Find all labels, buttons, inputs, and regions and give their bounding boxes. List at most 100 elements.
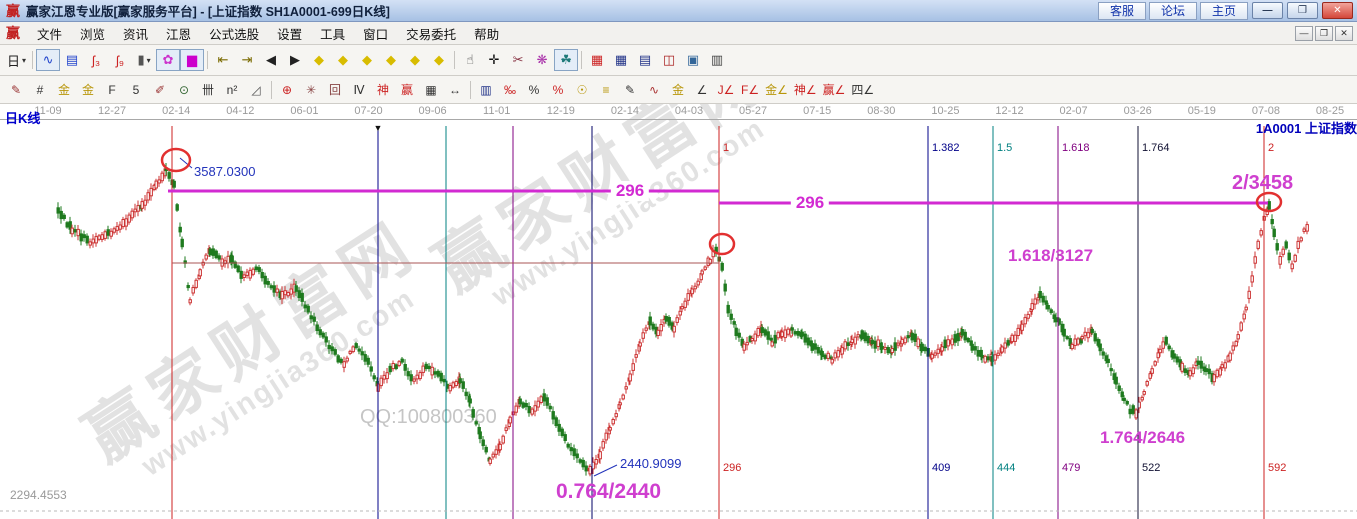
save-disk-icon[interactable]: ◫ xyxy=(662,52,676,67)
date-tick-label: 07-15 xyxy=(803,105,832,117)
j-angle-icon[interactable]: J∠ xyxy=(717,82,735,97)
percent-gold-icon[interactable]: % xyxy=(552,82,564,97)
gann-grid-icon[interactable]: # xyxy=(36,82,44,97)
menu-item-help[interactable]: 帮助 xyxy=(474,27,500,42)
percent-retrace-icon[interactable]: ‰ xyxy=(504,82,516,97)
date-tick-label: 05-27 xyxy=(739,105,768,117)
zigzag-wave-icon[interactable]: ∿ xyxy=(36,49,61,71)
profile-histogram-icon[interactable]: ▆ xyxy=(180,49,205,71)
go-last-icon[interactable]: ⇥ xyxy=(241,52,253,67)
spray-icon[interactable]: ✐ xyxy=(154,82,166,97)
go-first-icon[interactable]: ⇤ xyxy=(217,52,229,67)
five-spiral-icon[interactable]: 5 xyxy=(132,82,140,97)
home-button[interactable]: 主页 xyxy=(1199,1,1248,20)
cycle-compress-icon[interactable]: ◆ xyxy=(386,52,397,67)
wave-9-icon[interactable]: ʃ₉ xyxy=(116,52,125,68)
gold-angle-icon[interactable]: 金∠ xyxy=(765,83,788,97)
shen-tool-icon[interactable]: 神 xyxy=(376,83,389,97)
brush-icon[interactable]: ✎ xyxy=(10,82,22,97)
trend-pen-icon[interactable]: ✎ xyxy=(624,82,636,97)
cycle-fit-icon[interactable]: ◆ xyxy=(434,52,445,67)
menu-item-tools[interactable]: 工具 xyxy=(320,27,346,42)
calendar-21-icon[interactable]: ▦ xyxy=(590,52,604,67)
measure-tool-icon[interactable]: ✂ xyxy=(512,52,524,67)
restore-button[interactable]: ❐ xyxy=(1287,2,1318,19)
mdi-restore-button[interactable]: ❐ xyxy=(1315,25,1333,41)
shen-angle-icon[interactable]: 神∠ xyxy=(793,83,817,97)
gold-grid-b-icon[interactable]: 金 xyxy=(81,83,94,97)
percent-icon[interactable]: % xyxy=(528,82,540,97)
ying-angle-icon[interactable]: 赢∠ xyxy=(822,83,846,97)
hand-tool-icon[interactable]: ☝ xyxy=(466,52,474,67)
date-tick-label: 02-14 xyxy=(610,105,639,117)
ying-tool-icon[interactable]: 赢 xyxy=(400,83,413,97)
forum-button[interactable]: 论坛 xyxy=(1148,1,1197,20)
angle-ruler-icon[interactable]: ◿ xyxy=(251,82,261,97)
menu-item-file[interactable]: 文件 xyxy=(37,27,63,42)
n-square-icon[interactable]: n² xyxy=(226,82,238,97)
period-day-dropdown-icon[interactable]: 日 ▾ xyxy=(7,53,27,69)
calculator-icon[interactable]: ▦ xyxy=(614,52,628,67)
gold-grid-a-icon[interactable]: 金 xyxy=(57,83,70,97)
band-icon[interactable]: ∿ xyxy=(648,82,660,97)
step-forward-icon[interactable]: ▶ xyxy=(290,52,301,67)
mdi-minimize-button[interactable]: — xyxy=(1295,25,1313,41)
cycle-left-icon[interactable]: ◆ xyxy=(314,52,325,67)
menu-item-settings[interactable]: 设置 xyxy=(277,27,303,42)
gold-levels-icon[interactable]: ≡ xyxy=(602,82,610,97)
gann-clock-icon[interactable]: ⊙ xyxy=(178,82,190,97)
angle-line-icon[interactable]: ∠ xyxy=(696,82,708,97)
menu-item-window[interactable]: 窗口 xyxy=(363,27,389,42)
date-tick-label: 12-12 xyxy=(995,105,1024,117)
menu-item-trade-order[interactable]: 交易委托 xyxy=(406,27,457,42)
menu-item-browse[interactable]: 浏览 xyxy=(80,27,106,42)
smart-analysis-icon[interactable]: ☘ xyxy=(554,49,579,71)
window-titlebar[interactable]: 赢 赢家江恩专业版[赢家服务平台] - [上证指数 SH1A0001-699日K… xyxy=(0,0,1357,22)
service-button[interactable]: 客服 xyxy=(1097,1,1146,20)
minimize-button[interactable]: — xyxy=(1252,2,1283,19)
magic-wand-icon[interactable]: ❋ xyxy=(536,52,548,67)
four-angle-icon[interactable]: 四∠ xyxy=(851,83,875,97)
time-grid-icon[interactable]: 卌 xyxy=(201,83,214,97)
print-icon[interactable]: ▥ xyxy=(710,52,724,67)
gold-band-icon[interactable]: 金 xyxy=(671,83,684,97)
square-spiral-icon[interactable]: 回 xyxy=(328,83,341,97)
baseline-price-label: 2294.4553 xyxy=(10,488,67,502)
gann-shape-icon[interactable]: ✿ xyxy=(156,49,181,71)
menu-item-formula-select[interactable]: 公式选股 xyxy=(209,27,260,42)
elliott-icon[interactable]: Ⅳ xyxy=(353,82,365,97)
step-back-icon[interactable]: ◀ xyxy=(266,52,277,67)
date-tick-label: 10-25 xyxy=(931,105,960,117)
date-tick-label: 11-01 xyxy=(483,105,511,117)
titlebar-right: 客服 论坛 主页 — ❐ ✕ xyxy=(1095,1,1353,20)
f-angle-icon[interactable]: F∠ xyxy=(741,82,760,97)
menu-item-news[interactable]: 资讯 xyxy=(123,27,149,42)
close-button[interactable]: ✕ xyxy=(1322,2,1353,19)
chart-area[interactable]: 赢家财富网 www.yingjia360.com 赢家财富网 www.yingj… xyxy=(0,104,1357,519)
f-grid-icon[interactable]: F xyxy=(108,82,116,97)
price-grid-icon[interactable]: ▦ xyxy=(425,82,437,97)
candle-style-dropdown-icon[interactable]: ▮ ▾ xyxy=(137,52,151,67)
export-icon[interactable]: ▣ xyxy=(686,52,700,67)
date-tick-label: 12-19 xyxy=(546,105,575,117)
app-logo-icon: 赢 xyxy=(6,2,20,19)
date-tick-label: 05-19 xyxy=(1187,105,1216,117)
menu-item-gann[interactable]: 江恩 xyxy=(166,27,192,42)
mdi-close-button[interactable]: ✕ xyxy=(1335,25,1353,41)
cycle-all-icon[interactable]: ◆ xyxy=(410,52,421,67)
chart-svg xyxy=(0,126,1357,519)
date-tick-label: 07-08 xyxy=(1251,105,1280,117)
gold-circle-icon[interactable]: ☉ xyxy=(576,82,588,97)
date-tick-label: 07-20 xyxy=(354,105,383,117)
gann-wheel-icon[interactable]: ✳ xyxy=(305,82,317,97)
notes-icon[interactable]: ▤ xyxy=(638,52,652,67)
cycle-right-icon[interactable]: ◆ xyxy=(338,52,349,67)
wave-3-icon[interactable]: ʃ₃ xyxy=(91,52,101,68)
crosshair-tool-icon[interactable]: ✛ xyxy=(488,52,500,67)
info-panel-icon[interactable]: ▤ xyxy=(65,52,79,67)
target-cross-icon[interactable]: ⊕ xyxy=(281,82,293,97)
width-measure-icon[interactable]: ↔ xyxy=(449,82,461,97)
volume-ladder-icon[interactable]: ▥ xyxy=(480,82,492,97)
cycle-expand-icon[interactable]: ◆ xyxy=(362,52,373,67)
